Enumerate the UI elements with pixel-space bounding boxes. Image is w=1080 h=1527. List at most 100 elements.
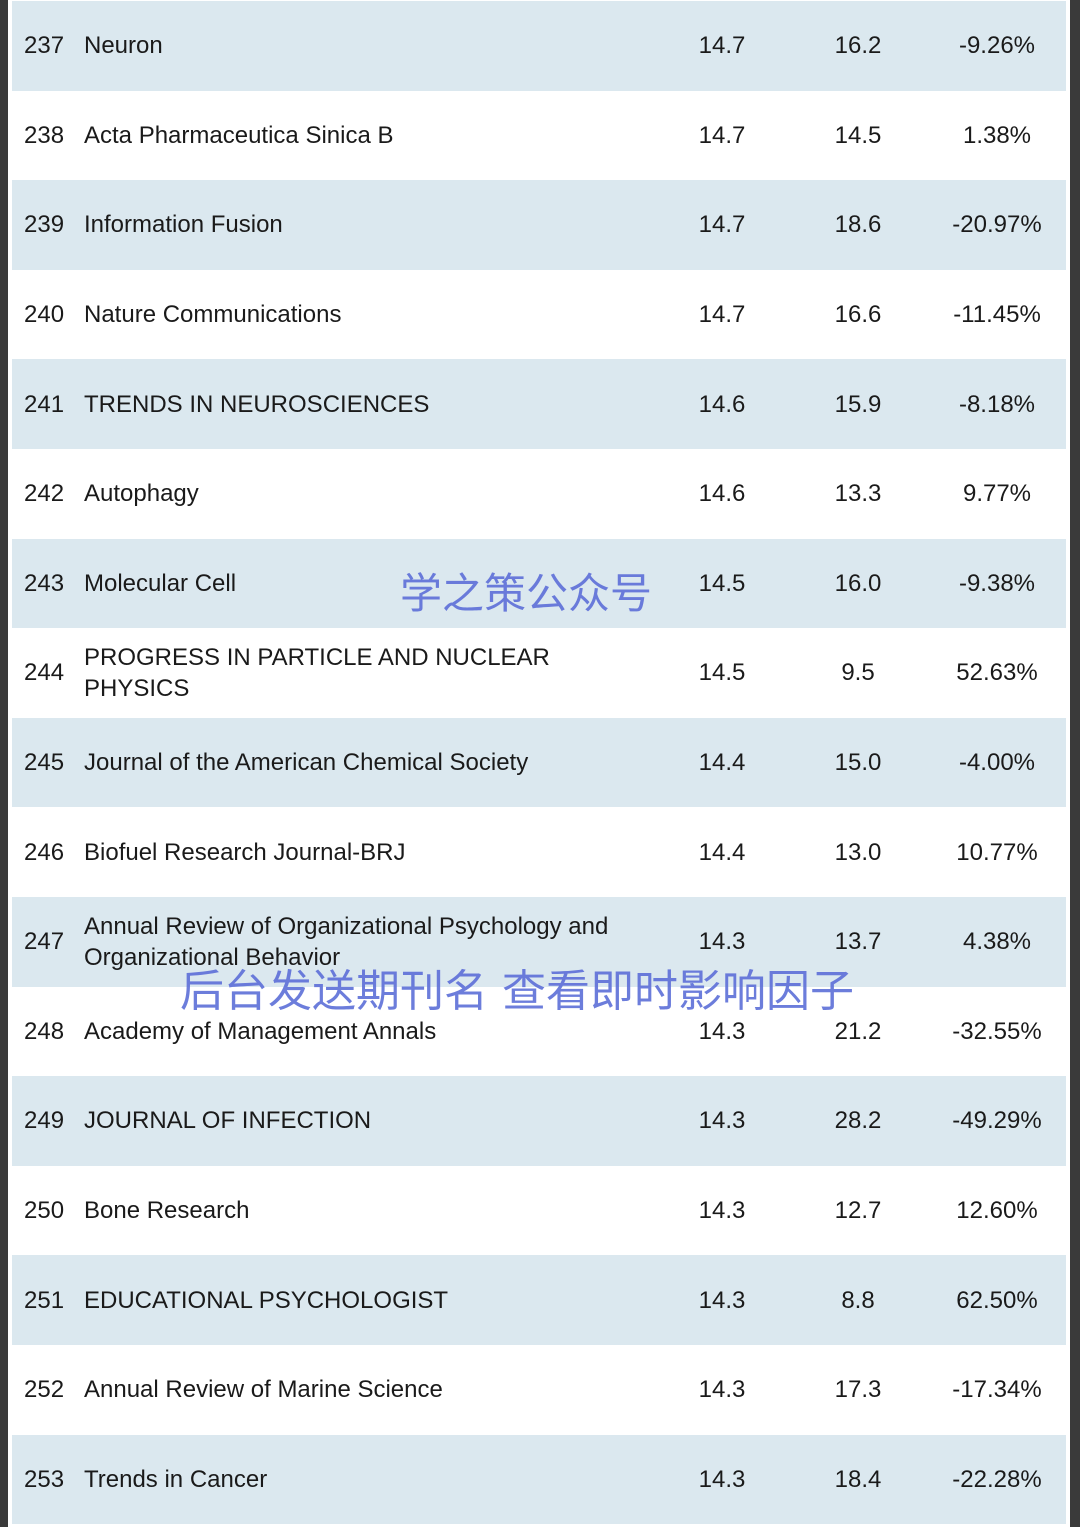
table-row: 245 Journal of the American Chemical Soci… <box>12 717 1066 808</box>
journal-name: Acta Pharmaceutica Sinica B <box>84 121 394 149</box>
table-row: 237 Neuron 14.7 16.2 -9.26% <box>12 1 1066 91</box>
previous-impact-factor: 18.6 <box>834 211 882 239</box>
previous-impact-factor: 14.5 <box>834 121 882 149</box>
journal-name: Journal of the American Chemical Society <box>84 749 529 777</box>
impact-factor: 14.7 <box>698 211 746 239</box>
previous-impact-factor: 12.7 <box>834 1197 882 1225</box>
rank: 247 <box>24 928 65 956</box>
impact-factor: 14.3 <box>698 1376 746 1404</box>
rank: 248 <box>24 1017 65 1045</box>
change: -49.29% <box>952 1107 1042 1135</box>
rank: 243 <box>24 569 65 597</box>
impact-factor: 14.6 <box>698 390 746 418</box>
impact-factor: 14.6 <box>698 480 746 508</box>
change: -22.28% <box>952 1465 1042 1493</box>
rank: 246 <box>24 838 65 866</box>
previous-impact-factor: 17.3 <box>834 1376 882 1404</box>
previous-impact-factor: 15.0 <box>834 749 882 777</box>
journal-name: Bone Research <box>84 1197 250 1225</box>
journal-name: Nature Communications <box>84 301 342 329</box>
previous-impact-factor: 16.6 <box>834 301 882 329</box>
table-row: 252 Annual Review of Marine Science 14.3 17… <box>12 1345 1066 1435</box>
previous-impact-factor: 21.2 <box>834 1017 882 1045</box>
change: 4.38% <box>962 928 1032 956</box>
impact-factor: 14.7 <box>698 32 746 60</box>
table-row: 250 Bone Research 14.3 12.7 12.60% <box>12 1166 1066 1256</box>
table-row: 238 Acta Pharmaceutica Sinica B 14.7 14.5 1.… <box>12 91 1066 181</box>
impact-factor: 14.3 <box>698 1465 746 1493</box>
impact-factor: 14.7 <box>698 121 746 149</box>
change: 52.63% <box>956 659 1038 687</box>
previous-impact-factor: 28.2 <box>834 1107 882 1135</box>
watermark: 学之策公众号 <box>400 569 653 618</box>
table-row: 239 Information Fusion 14.7 18.6 -20.97% <box>12 180 1066 270</box>
journal-name: JOURNAL OF INFECTION <box>84 1107 372 1135</box>
journal-name: Trends in Cancer <box>84 1465 268 1493</box>
change: -4.00% <box>958 749 1036 777</box>
change: -9.38% <box>958 569 1036 597</box>
table-row: 247 Annual Review of Organizational Psych… <box>12 897 1066 987</box>
journal-name: TRENDS IN NEUROSCIENCES <box>84 390 430 418</box>
journal-name: Biofuel Research Journal-BRJ <box>84 838 406 866</box>
journal-name: Neuron <box>84 32 163 60</box>
table-row: 249 JOURNAL OF INFECTION 14.3 28.2 -49.29% <box>12 1076 1066 1166</box>
change: 9.77% <box>962 480 1032 508</box>
table-row: 246 Biofuel Research Journal-BRJ 14.4 13.0 1… <box>12 807 1066 897</box>
journal-name: Molecular Cell <box>84 569 237 597</box>
journal-name: Annual Review of Organizational Psycholo… <box>84 912 609 971</box>
rank: 238 <box>24 121 65 149</box>
impact-factor: 14.3 <box>698 928 746 956</box>
impact-factor: 14.7 <box>698 301 746 329</box>
change: -8.18% <box>958 390 1036 418</box>
table-row: 240 Nature Communications 14.7 16.6 -11.45% <box>12 270 1066 360</box>
rank: 237 <box>24 32 65 60</box>
journal-name: Academy of Management Annals <box>84 1017 437 1045</box>
table-row: 241 TRENDS IN NEUROSCIENCES 14.6 15.9 -8.18% <box>12 359 1066 449</box>
change: -11.45% <box>953 301 1041 329</box>
edge <box>1070 0 1080 1527</box>
change: -17.34% <box>952 1376 1042 1404</box>
rank: 249 <box>24 1107 65 1135</box>
table-row: 248 Academy of Management Annals 14.3 21.2 -… <box>12 987 1066 1077</box>
previous-impact-factor: 18.4 <box>834 1465 882 1493</box>
rank: 250 <box>24 1197 65 1225</box>
previous-impact-factor: 16.0 <box>834 569 882 597</box>
watermark: 后台发送期刊名 查看即时影响因子 <box>180 966 854 1017</box>
previous-impact-factor: 13.0 <box>834 838 882 866</box>
edge <box>0 0 8 1527</box>
change: -20.97% <box>952 211 1042 239</box>
impact-factor: 14.3 <box>698 1197 746 1225</box>
journal-name: EDUCATIONAL PSYCHOLOGIST <box>84 1286 449 1314</box>
table-row: 243 Molecular Cell 14.5 16.0 -9.38% <box>12 538 1066 629</box>
previous-impact-factor: 9.5 <box>841 659 875 687</box>
impact-factor: 14.3 <box>698 1107 746 1135</box>
journal-name: PROGRESS IN PARTICLE AND NUCLEAR PHYSICS <box>84 643 550 702</box>
impact-factor: 14.4 <box>698 749 746 777</box>
previous-impact-factor: 16.2 <box>834 32 882 60</box>
change: -9.26% <box>958 32 1036 60</box>
table-row: 251 EDUCATIONAL PSYCHOLOGIST 14.3 8.8 62.50% <box>12 1255 1066 1345</box>
rank: 242 <box>24 480 65 508</box>
impact-factor: 14.5 <box>698 659 746 687</box>
previous-impact-factor: 8.8 <box>841 1286 875 1314</box>
journal-name: Information Fusion <box>84 211 283 239</box>
change: 1.38% <box>962 121 1032 149</box>
impact-factor: 14.5 <box>698 569 746 597</box>
journal-name: Autophagy <box>84 480 199 508</box>
rank: 245 <box>24 749 65 777</box>
impact-factor: 14.3 <box>698 1017 746 1045</box>
change: 12.60% <box>956 1197 1038 1225</box>
rank: 253 <box>24 1465 65 1493</box>
previous-impact-factor: 13.7 <box>834 928 882 956</box>
impact-factor: 14.3 <box>698 1286 746 1314</box>
previous-impact-factor: 15.9 <box>834 390 882 418</box>
rank: 244 <box>24 659 65 687</box>
rank: 252 <box>24 1376 65 1404</box>
impact-factor: 14.4 <box>698 838 746 866</box>
change: -32.55% <box>952 1017 1042 1045</box>
rank: 240 <box>24 301 65 329</box>
change: 10.77% <box>956 838 1038 866</box>
rank: 239 <box>24 211 65 239</box>
rank: 251 <box>24 1286 65 1314</box>
